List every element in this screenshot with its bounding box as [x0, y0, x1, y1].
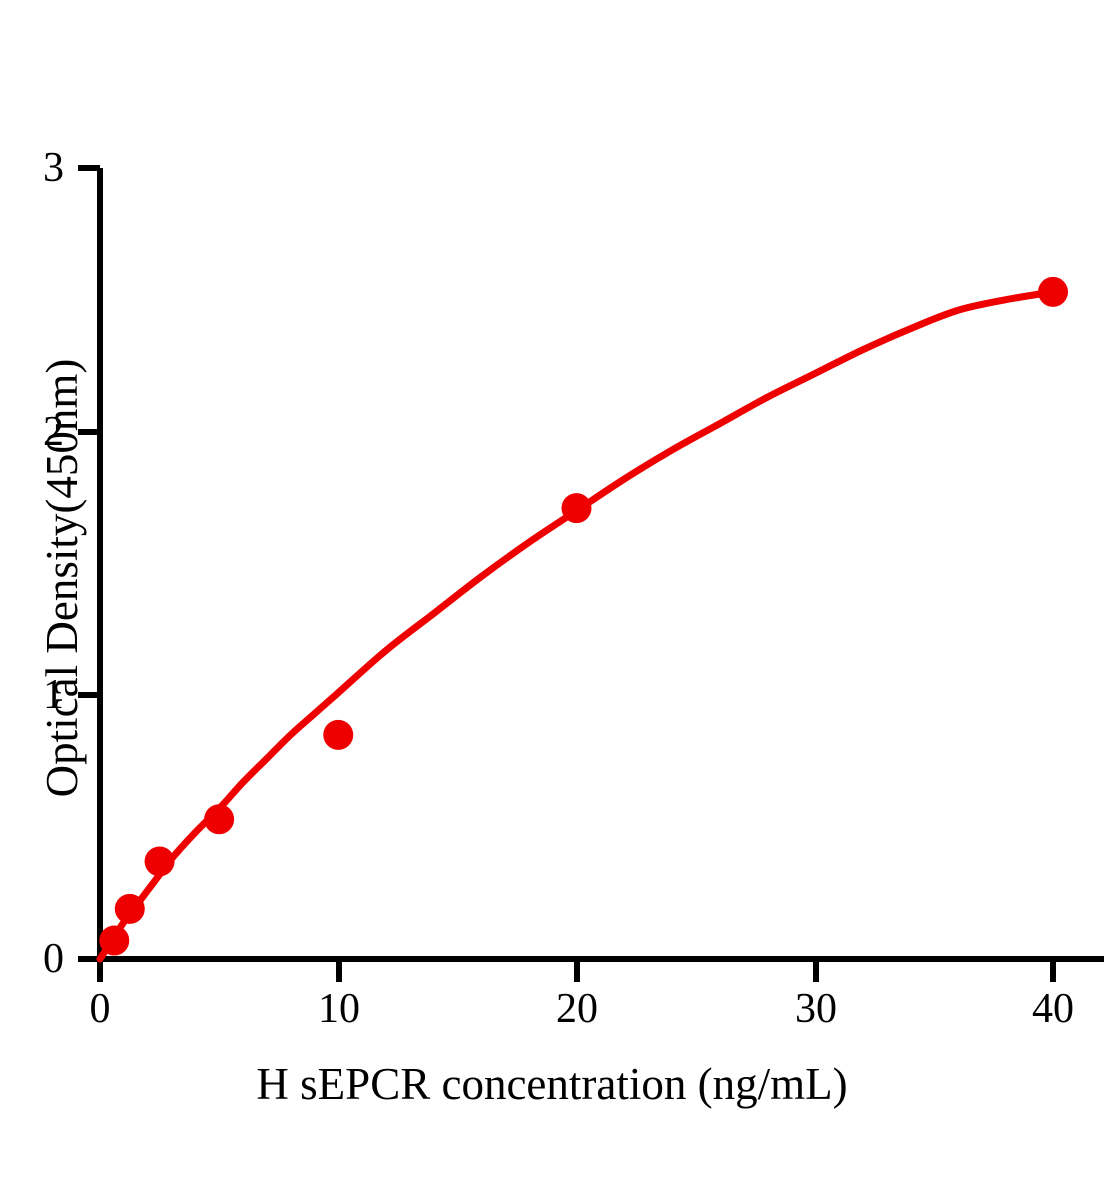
y-tick-label-3: 3: [43, 145, 64, 191]
data-point: [323, 719, 354, 750]
data-point: [144, 846, 175, 877]
data-point: [99, 925, 130, 956]
axes-group: [78, 165, 1104, 982]
x-tick-label-20: 20: [556, 986, 598, 1032]
data-point: [1038, 276, 1068, 307]
data-point: [561, 493, 592, 524]
fit-curve: [96, 288, 1057, 963]
y-tick-label-0: 0: [43, 936, 64, 982]
x-axis-title: H sEPCR concentration (ng/mL): [256, 1059, 848, 1109]
x-tick-label-0: 0: [89, 986, 111, 1032]
data-group: [96, 276, 1068, 963]
y-axis-title: Optical Density(450nm): [37, 358, 87, 798]
data-point: [114, 893, 145, 924]
y-tick-label-1: 1: [43, 672, 64, 718]
y-tick-label-2: 2: [43, 409, 64, 455]
x-tick-label-30: 30: [795, 986, 837, 1032]
data-point: [204, 804, 235, 835]
x-tick-label-40: 40: [1032, 986, 1074, 1032]
x-tick-label-10: 10: [318, 986, 360, 1032]
